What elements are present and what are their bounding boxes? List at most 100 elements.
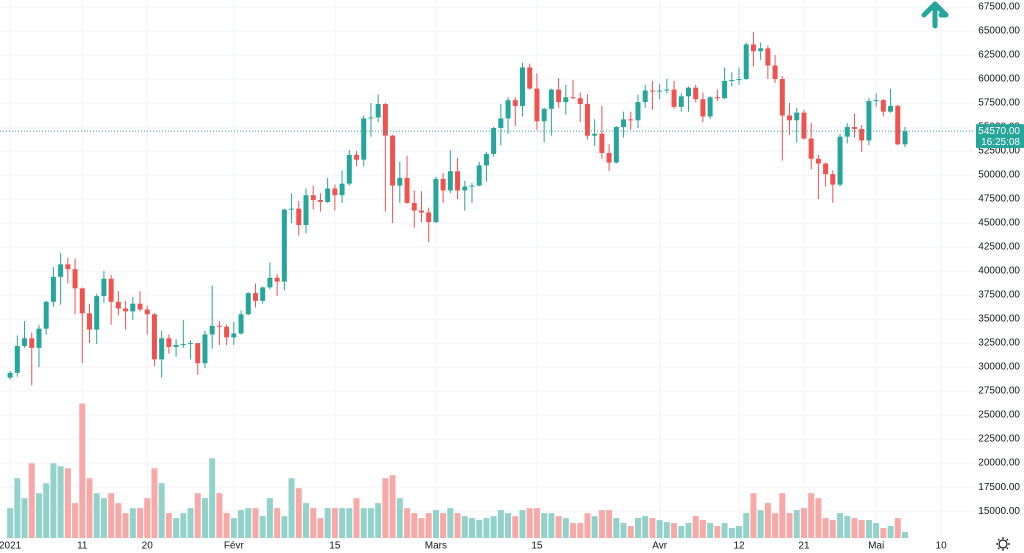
volume-bar [714, 526, 721, 538]
volume-bar [331, 508, 338, 538]
candle-body [570, 97, 576, 99]
volume-bar [570, 523, 577, 538]
volume-bar [201, 498, 208, 538]
volume-bar [432, 510, 439, 538]
candle-body [267, 277, 273, 288]
volume-bar [245, 508, 252, 538]
volume-bar [548, 513, 555, 538]
volume-bar [411, 513, 418, 538]
volume-bar [736, 526, 743, 538]
candle-body [303, 195, 309, 225]
volume-bar [165, 513, 172, 538]
candle-body [252, 293, 258, 301]
volume-bar [158, 483, 165, 538]
candle-body [599, 133, 605, 153]
x-tick-label: Avr [652, 541, 667, 552]
volume-bar [851, 518, 858, 538]
volume-bar [194, 493, 201, 538]
candle-body [664, 89, 670, 91]
volume-bar [64, 468, 71, 538]
gear [998, 539, 1008, 549]
volume-bar [404, 508, 411, 538]
candle-body [520, 67, 526, 106]
candle-body [837, 136, 843, 185]
volume-bar [721, 523, 728, 538]
volume-bar [151, 468, 158, 538]
gear-teeth [996, 537, 1010, 551]
candle-body [101, 278, 107, 297]
candle-body [541, 108, 547, 122]
candle-body [86, 313, 92, 330]
volume-bar [302, 503, 309, 538]
volume-bar [901, 532, 908, 538]
candle-body [36, 328, 42, 348]
volume-bar [808, 493, 815, 538]
x-tick-label: 10 [936, 541, 948, 552]
candle-body [440, 178, 446, 191]
candle-body [404, 177, 410, 203]
volume-bar [873, 523, 880, 538]
candle-body [94, 296, 100, 330]
candle-body [115, 301, 121, 309]
candle-body [224, 326, 230, 338]
volume-bar [35, 493, 42, 538]
y-tick-label: 45000.00 [978, 218, 1020, 229]
candle-body [22, 338, 28, 346]
volume-bar [786, 513, 793, 538]
candle-body [166, 338, 172, 347]
candle-body [895, 105, 901, 145]
y-tick-label: 30000.00 [978, 362, 1020, 373]
volume-bar [122, 513, 129, 538]
candle-body [902, 131, 908, 145]
candle-body [411, 202, 417, 211]
candle-body [354, 154, 360, 160]
volume-bar [281, 516, 288, 538]
candle-body [245, 293, 251, 315]
candle-body [390, 135, 396, 186]
volume-bar [779, 493, 786, 538]
candle-body [231, 333, 237, 338]
candle-body [151, 314, 157, 360]
volume-bar [418, 518, 425, 538]
candle-body [563, 97, 569, 103]
volume-bar [562, 518, 569, 538]
volume-bar [396, 498, 403, 538]
volume-bar [699, 520, 706, 538]
volume-bar [14, 478, 21, 538]
candle-body [779, 79, 785, 116]
volume-bar [324, 508, 331, 538]
volume-bar [865, 520, 872, 538]
volume-bar [591, 516, 598, 538]
volume-bar [259, 516, 266, 538]
volume-bar [288, 478, 295, 538]
volume-bar [21, 498, 28, 538]
volume-bar [346, 508, 353, 538]
candle-body [765, 48, 771, 66]
candle-body [758, 48, 764, 52]
settings-icon[interactable] [996, 537, 1010, 551]
volume-bar [468, 518, 475, 538]
candle-body [888, 105, 894, 112]
candle-body [426, 212, 432, 223]
candle-body [137, 303, 143, 310]
volume-bar [497, 510, 504, 538]
candle-layer [7, 31, 908, 386]
up-arrow-icon[interactable] [921, 1, 949, 29]
y-tick-label: 65000.00 [978, 26, 1020, 37]
candle-body [649, 90, 655, 92]
volume-bar [461, 516, 468, 538]
y-tick-label: 67500.00 [978, 2, 1020, 13]
candle-body [375, 103, 381, 118]
candle-body [462, 186, 468, 191]
candle-body [281, 209, 287, 282]
volume-bar [772, 513, 779, 538]
volume-bar [490, 516, 497, 538]
candle-body [123, 308, 129, 312]
candle-body [584, 103, 590, 136]
volume-bar [757, 510, 764, 538]
candle-body [72, 269, 78, 289]
last-price-box [976, 124, 1024, 149]
candle-body [880, 100, 886, 112]
candle-body [801, 112, 807, 139]
